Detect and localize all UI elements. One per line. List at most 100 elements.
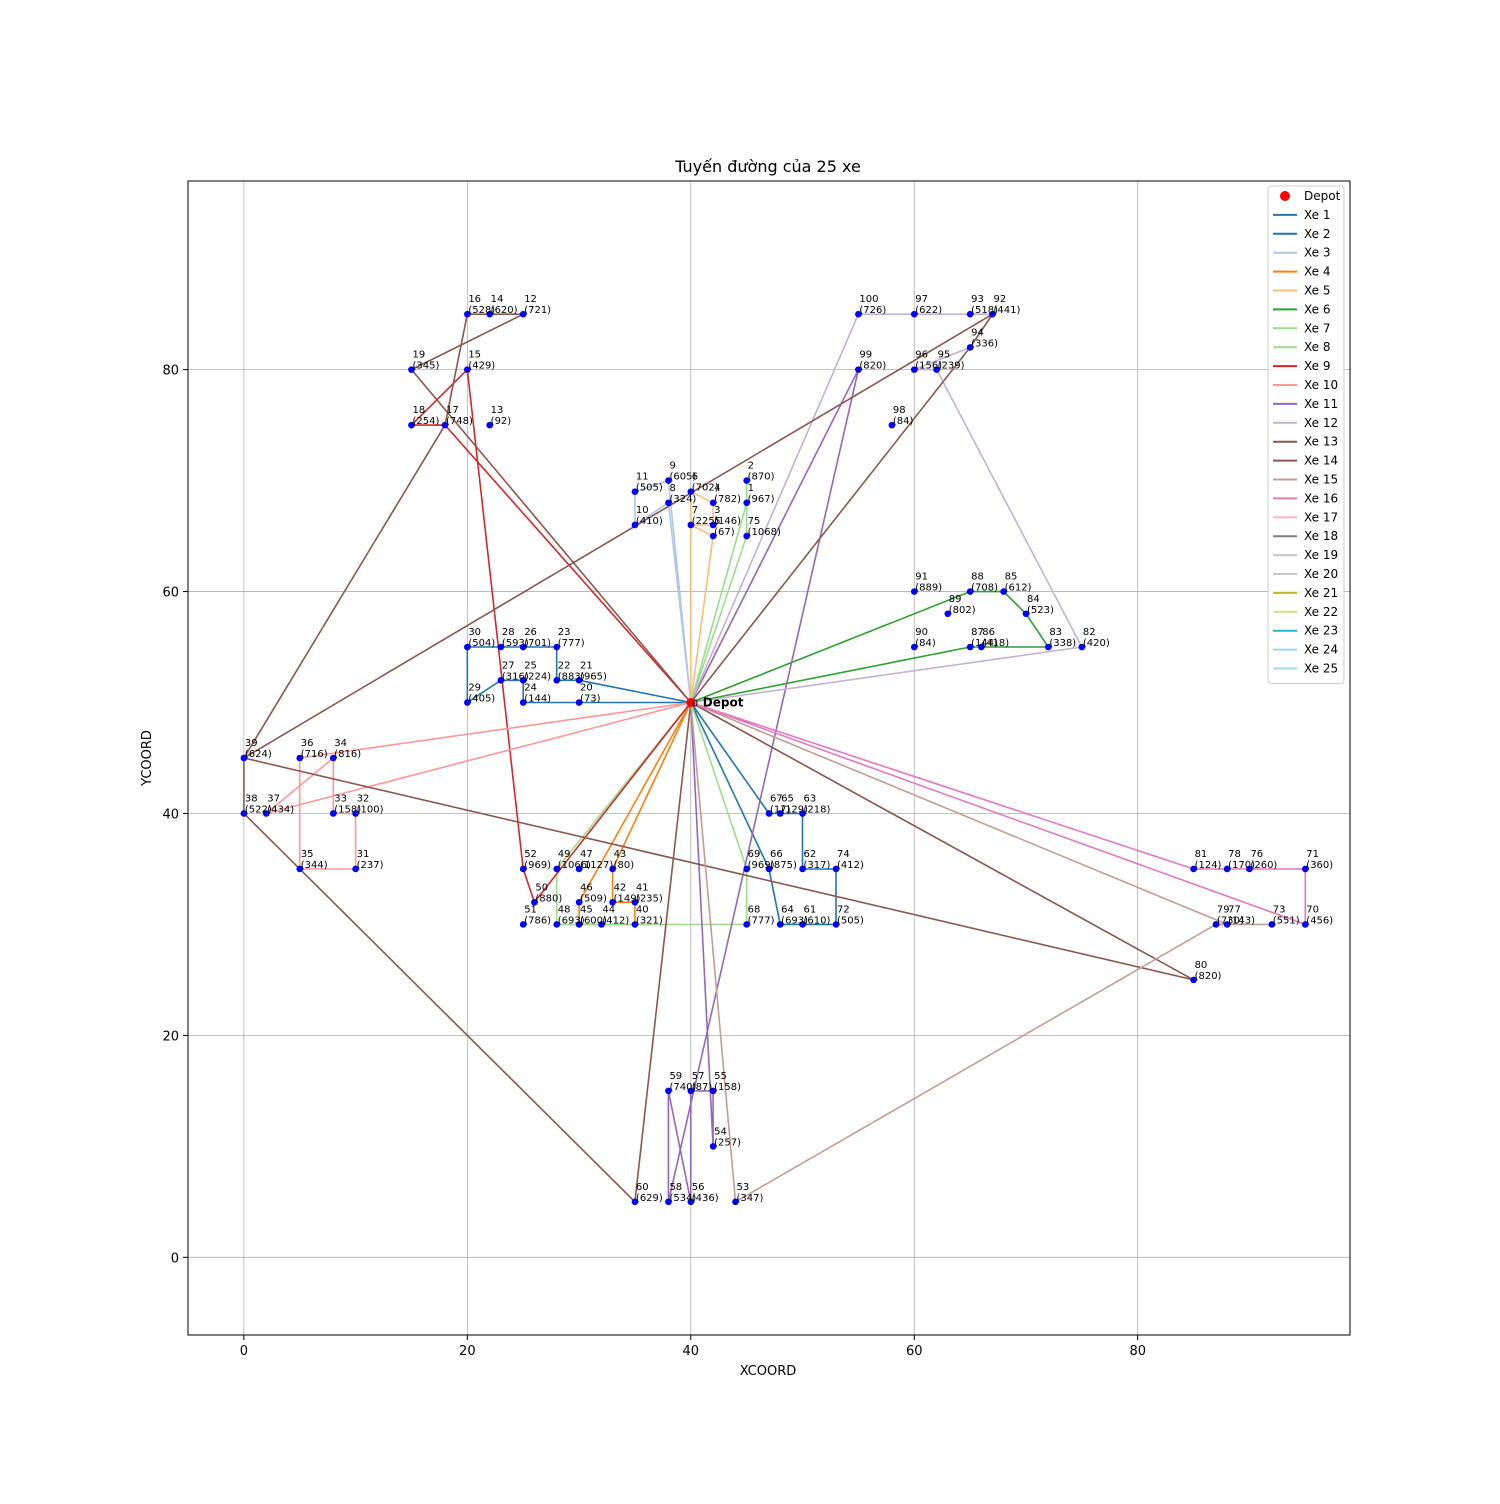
customer-node: [464, 699, 471, 706]
node-demand-label: (518): [971, 305, 998, 316]
node-id-label: 12: [524, 294, 537, 305]
customer-node: [709, 532, 717, 540]
customer-node: [832, 865, 840, 873]
node-id-label: 84: [1027, 594, 1040, 605]
node-id-label: 5: [714, 516, 720, 527]
node-id-label: 49: [558, 849, 571, 860]
node-demand-label: (149): [614, 893, 641, 904]
node-id-label: 76: [1250, 849, 1263, 860]
node-id-label: 16: [468, 294, 481, 305]
node-id-label: 73: [1273, 904, 1286, 915]
y-tick-label: 40: [162, 807, 179, 822]
node-id-label: 80: [1195, 960, 1208, 971]
x-tick-label: 0: [240, 1344, 248, 1359]
customer-node: [709, 521, 717, 529]
customer-node: [1022, 610, 1030, 618]
node-id-label: 2: [748, 461, 754, 472]
plot-frame: [187, 180, 1351, 1336]
node-demand-label: (820): [859, 361, 886, 372]
node-labels: 1(967) 2(870) 3(146) 4(782) 5(67) 6(702) 7(225…: [245, 294, 1333, 1204]
node-id-label: 81: [1195, 849, 1208, 860]
node-demand-label: (504): [468, 638, 495, 649]
node-id-label: 39: [245, 738, 258, 749]
node-id-label: 25: [524, 660, 537, 671]
node-id-label: 36: [301, 738, 314, 749]
customer-node: [631, 521, 639, 529]
customer-node: [464, 310, 471, 318]
customer-node: [855, 310, 862, 318]
legend-label: Xe 13: [1304, 435, 1338, 449]
node-demand-label: (429): [468, 361, 495, 372]
customer-node: [799, 810, 806, 817]
route-line: [690, 701, 1273, 1203]
legend-label: Xe 3: [1304, 246, 1331, 260]
y-tick-label: 0: [171, 1251, 179, 1266]
node-id-label: 21: [580, 660, 593, 671]
node-id-label: 86: [982, 627, 995, 638]
node-id-label: 83: [1049, 627, 1062, 638]
customer-node: [743, 921, 750, 928]
customer-node: [687, 1087, 695, 1095]
customer-node: [531, 898, 538, 906]
customer-node: [966, 588, 974, 595]
node-id-label: 71: [1306, 849, 1319, 860]
node-demand-label: (610): [804, 915, 831, 926]
node-demand-label: (239): [938, 361, 965, 372]
node-id-label: 26: [524, 627, 537, 638]
node-demand-label: (721): [524, 305, 551, 316]
node-demand-label: (321): [636, 915, 663, 926]
route-line: [634, 479, 692, 703]
customer-node: [408, 421, 415, 429]
customer-node: [1223, 865, 1231, 873]
node-demand-label: (80): [614, 860, 635, 871]
node-id-label: 3: [714, 505, 720, 516]
legend-label: Xe 12: [1304, 416, 1338, 430]
node-id-label: 43: [614, 849, 627, 860]
route-line: [243, 313, 994, 759]
legend-label: Xe 14: [1304, 454, 1338, 468]
node-demand-label: (969): [524, 860, 551, 871]
node-id-label: 22: [558, 660, 571, 671]
legend-label: Xe 24: [1304, 643, 1338, 657]
x-tick-label: 60: [906, 1344, 923, 1359]
customer-node: [519, 677, 527, 684]
node-demand-label: (235): [636, 893, 663, 904]
node-id-label: 11: [636, 472, 649, 483]
customer-node: [519, 310, 527, 318]
node-demand-label: (551): [1273, 915, 1300, 926]
node-id-label: 85: [1005, 572, 1018, 583]
node-demand-label: (144): [971, 638, 998, 649]
node-id-label: 70: [1306, 904, 1319, 915]
x-tick-label: 20: [459, 1344, 476, 1359]
node-id-label: 14: [491, 294, 504, 305]
customer-node: [687, 521, 695, 529]
node-demand-label: (1066): [558, 860, 591, 871]
node-id-label: 98: [893, 405, 906, 416]
node-id-label: 6: [692, 472, 698, 483]
node-id-label: 97: [915, 294, 928, 305]
node-demand-label: (740): [669, 1082, 696, 1093]
node-id-label: 44: [602, 904, 615, 915]
node-demand-label: (1068): [748, 527, 781, 538]
node-demand-label: (528): [468, 305, 495, 316]
node-demand-label: (967): [748, 494, 775, 505]
node-demand-label: (143): [1228, 915, 1255, 926]
node-demand-label: (170): [1228, 860, 1255, 871]
customer-node: [519, 643, 527, 651]
node-id-label: 10: [636, 505, 649, 516]
node-id-label: 34: [334, 738, 347, 749]
legend-label: Xe 2: [1304, 227, 1331, 241]
node-demand-label: (124): [1195, 860, 1222, 871]
customer-node: [1045, 643, 1052, 651]
legend-label: Xe 18: [1304, 529, 1338, 543]
legend-label: Xe 8: [1304, 340, 1331, 354]
customer-node: [329, 754, 337, 762]
node-id-label: 48: [558, 904, 571, 915]
node-demand-label: (456): [1306, 915, 1333, 926]
customer-node: [933, 366, 940, 373]
node-id-label: 24: [524, 683, 537, 694]
customer-node: [1223, 921, 1231, 928]
node-id-label: 30: [468, 627, 481, 638]
node-demand-label: (622): [915, 305, 942, 316]
node-id-label: 51: [524, 904, 537, 915]
